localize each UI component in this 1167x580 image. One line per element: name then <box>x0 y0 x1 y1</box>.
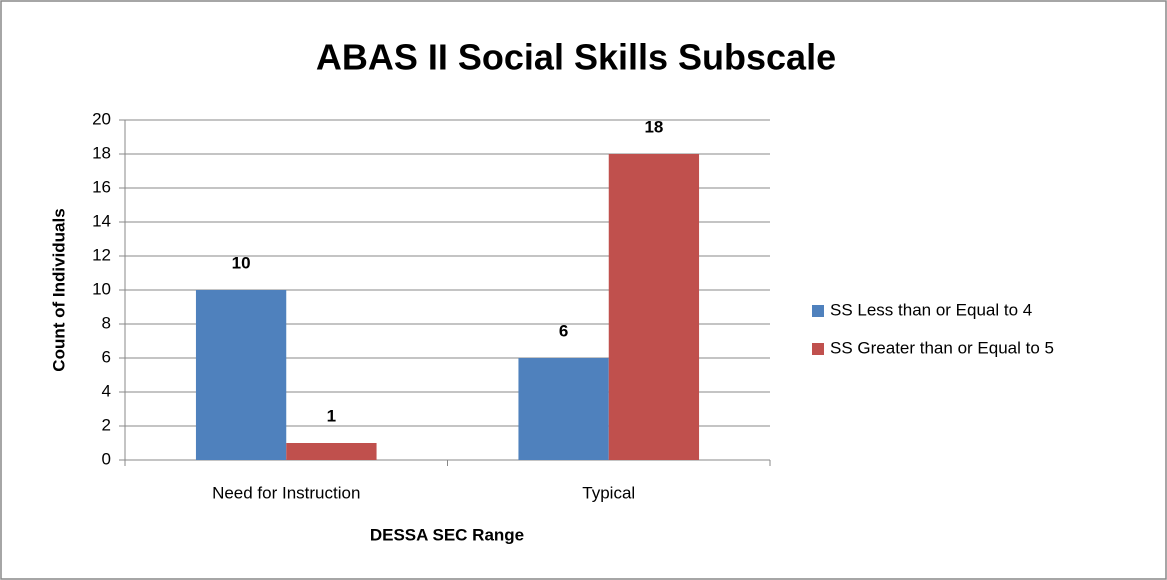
data-label: 1 <box>327 406 336 425</box>
y-tick-label: 2 <box>102 415 111 434</box>
x-tick-label: Need for Instruction <box>212 483 360 502</box>
y-tick-label: 20 <box>92 109 111 128</box>
bar <box>518 358 609 460</box>
y-tick-label: 4 <box>102 381 111 400</box>
y-tick-label: 18 <box>92 143 111 162</box>
y-tick-label: 0 <box>102 449 111 468</box>
y-axis-title: Count of Individuals <box>49 208 68 371</box>
data-label: 18 <box>644 117 663 136</box>
legend-label: SS Less than or Equal to 4 <box>830 300 1032 319</box>
y-tick-label: 16 <box>92 177 111 196</box>
bar <box>286 443 377 460</box>
y-tick-label: 8 <box>102 313 111 332</box>
legend-label: SS Greater than or Equal to 5 <box>830 338 1054 357</box>
legend-swatch <box>812 305 824 317</box>
y-tick-label: 10 <box>92 279 111 298</box>
chart-title: ABAS II Social Skills Subscale <box>316 37 836 78</box>
bar <box>608 154 700 460</box>
y-tick-label: 6 <box>102 347 111 366</box>
x-tick-label: Typical <box>582 483 635 502</box>
x-axis-title: DESSA SEC Range <box>370 525 524 544</box>
data-label: 10 <box>232 253 251 272</box>
bar <box>195 290 287 460</box>
y-tick-label: 14 <box>92 211 111 230</box>
data-label: 6 <box>559 321 568 340</box>
y-tick-label: 12 <box>92 245 111 264</box>
legend-swatch <box>812 343 824 355</box>
